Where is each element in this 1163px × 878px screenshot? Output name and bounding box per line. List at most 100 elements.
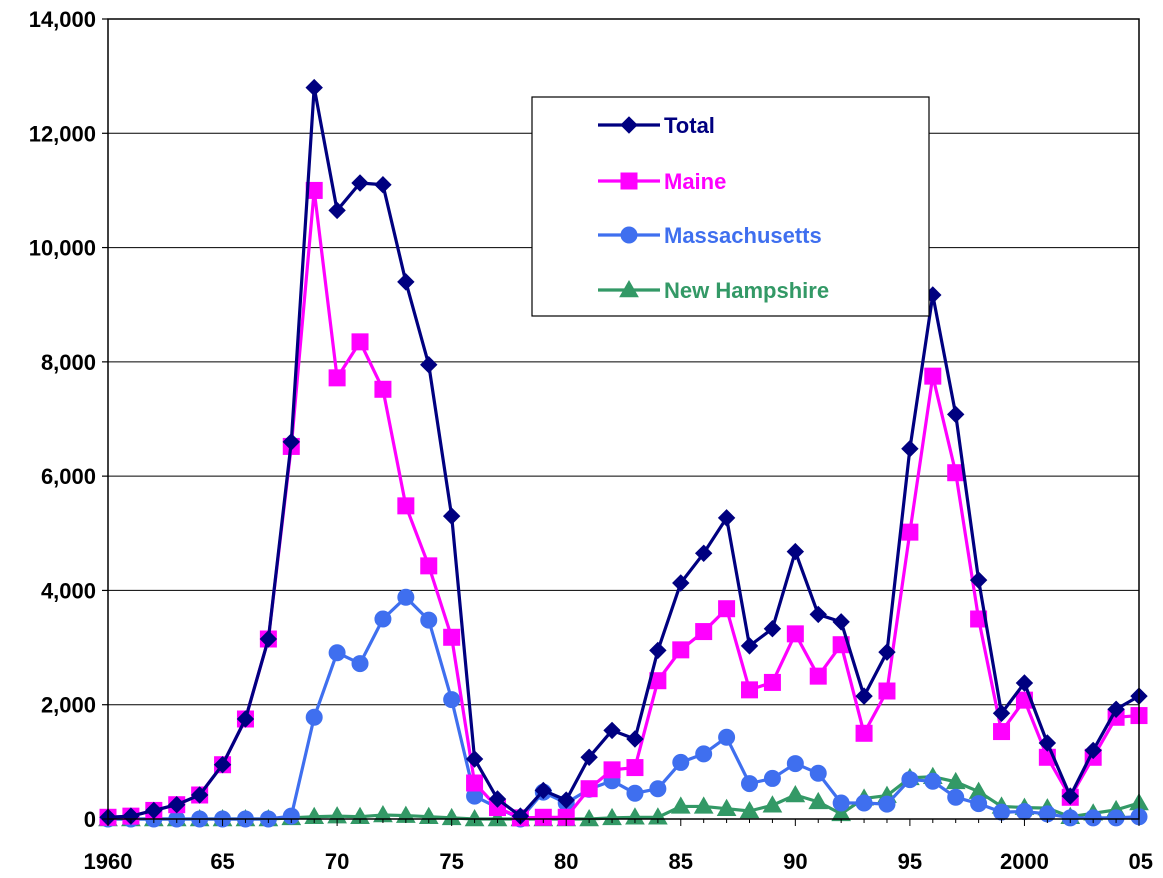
- x-tick-label: 85: [669, 849, 693, 874]
- data-point-new-hampshire: [785, 784, 806, 803]
- data-point-total: [1038, 734, 1057, 752]
- data-point-maine: [397, 497, 415, 515]
- data-point-total: [259, 630, 278, 648]
- data-point-new-hampshire: [487, 808, 508, 827]
- data-point-total: [420, 356, 438, 374]
- x-tick-label: 2000: [1000, 849, 1049, 874]
- data-point-massachusetts: [1107, 809, 1125, 827]
- data-point-total: [901, 440, 919, 458]
- data-point-maine: [580, 780, 598, 798]
- data-point-total: [717, 509, 736, 527]
- data-point-massachusetts: [328, 644, 346, 662]
- data-point-total: [672, 574, 690, 592]
- data-point-massachusetts: [901, 771, 919, 789]
- y-tick-label: 8,000: [41, 350, 96, 375]
- series-line-total: [107, 85, 1140, 819]
- data-point-new-hampshire: [625, 807, 645, 825]
- y-tick-label: 0: [84, 807, 96, 832]
- data-point-maine: [351, 333, 369, 351]
- legend-items: Total Maine Massachusetts New Hampshire: [598, 113, 829, 303]
- y-tick-label: 6,000: [41, 464, 96, 489]
- data-point-total: [213, 756, 232, 774]
- data-point-total: [488, 790, 507, 808]
- data-point-maine: [809, 667, 827, 685]
- data-point-maine: [741, 681, 759, 699]
- data-point-massachusetts: [374, 610, 392, 628]
- data-point-total: [442, 507, 461, 525]
- data-point-total: [969, 571, 988, 589]
- data-point-new-hampshire: [762, 795, 783, 813]
- legend-marker: [619, 279, 639, 298]
- data-point-total: [465, 750, 484, 768]
- x-tick-label: 65: [210, 849, 234, 874]
- data-point-maine: [878, 682, 896, 700]
- data-point-maine: [443, 628, 461, 646]
- legend-label: Massachusetts: [664, 223, 822, 248]
- y-tick-label: 4,000: [41, 578, 96, 603]
- data-point-massachusetts: [649, 780, 667, 798]
- data-point-total: [786, 542, 805, 561]
- data-point-massachusetts: [1061, 809, 1079, 827]
- legend-label: Total: [664, 113, 715, 138]
- data-point-total: [603, 721, 621, 740]
- data-point-massachusetts: [809, 764, 827, 782]
- data-point-massachusetts: [351, 655, 369, 673]
- legend-marker: [620, 172, 638, 190]
- x-tick-label: 95: [898, 849, 922, 874]
- y-axis: 0 2,000 4,000 6,000 8,000 10,000 12,000 14,000: [29, 7, 108, 832]
- data-point-maine: [420, 557, 438, 575]
- data-point-massachusetts: [878, 795, 896, 813]
- data-point-total: [947, 405, 965, 424]
- y-tick-label: 2,000: [41, 693, 96, 718]
- data-point-massachusetts: [718, 728, 736, 746]
- data-point-new-hampshire: [739, 800, 760, 819]
- data-point-massachusetts: [282, 807, 300, 825]
- x-tick-label: 1960: [84, 849, 133, 874]
- data-point-new-hampshire: [670, 796, 691, 814]
- data-point-massachusetts: [397, 588, 415, 606]
- data-point-massachusetts: [993, 803, 1011, 821]
- data-point-total: [740, 637, 759, 655]
- legend-marker: [620, 116, 638, 134]
- series-massachusetts: [99, 588, 1148, 828]
- data-point-new-hampshire: [579, 808, 599, 827]
- data-point-maine: [626, 759, 644, 777]
- data-point-new-hampshire: [648, 807, 668, 825]
- data-point-massachusetts: [786, 755, 804, 773]
- data-point-maine: [328, 369, 346, 387]
- data-point-new-hampshire: [808, 791, 829, 810]
- data-point-total: [557, 791, 575, 809]
- data-point-maine: [466, 774, 484, 792]
- x-tick-label: 05: [1129, 849, 1153, 874]
- data-point-maine: [603, 761, 621, 779]
- data-point-massachusetts: [420, 611, 438, 629]
- data-point-total: [282, 433, 300, 451]
- data-point-massachusetts: [970, 795, 988, 813]
- series-total: [99, 78, 1148, 826]
- legend-item-new-hampshire: New Hampshire: [598, 278, 829, 303]
- data-point-massachusetts: [695, 745, 713, 763]
- data-point-massachusetts: [626, 784, 644, 802]
- data-point-maine: [718, 600, 736, 618]
- plot-frame: [107, 18, 1140, 820]
- data-point-total: [649, 641, 667, 660]
- data-point-total: [397, 273, 415, 291]
- data-point-total: [190, 786, 209, 804]
- data-point-new-hampshire: [693, 796, 714, 814]
- data-point-massachusetts: [741, 775, 759, 793]
- data-point-massachusetts: [672, 753, 690, 771]
- data-point-maine: [786, 625, 804, 643]
- legend-item-massachusetts: Massachusetts: [598, 223, 822, 248]
- data-point-total: [1107, 700, 1125, 718]
- legend-box: [531, 96, 930, 317]
- data-point-total: [763, 620, 782, 638]
- data-point-maine: [924, 367, 942, 385]
- data-point-total: [168, 796, 186, 814]
- data-point-total: [855, 687, 873, 705]
- legend-item-total: Total: [598, 113, 715, 138]
- data-point-massachusetts: [763, 769, 781, 787]
- data-point-new-hampshire: [716, 798, 737, 816]
- x-tick-label: 70: [325, 849, 349, 874]
- data-point-total: [580, 748, 598, 766]
